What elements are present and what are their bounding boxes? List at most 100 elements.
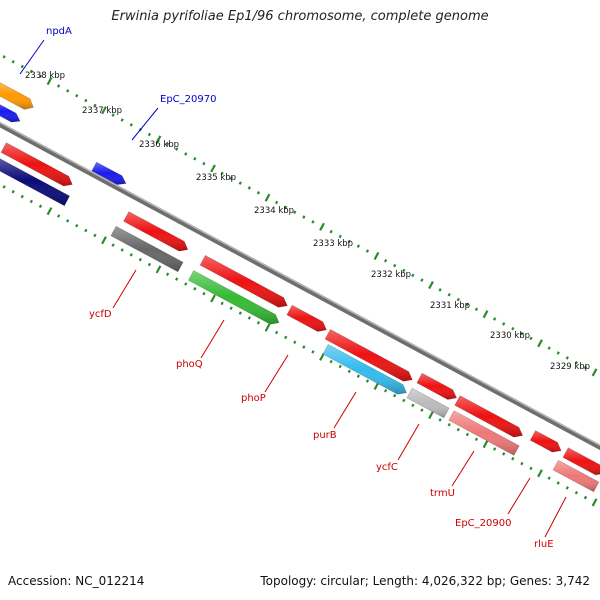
outer-track-minor-tick xyxy=(147,132,152,137)
inner-track-minor-tick xyxy=(56,214,61,218)
inner-track-minor-tick xyxy=(38,204,43,209)
inner-track-minor-tick xyxy=(420,408,424,412)
inner-track-major-tick xyxy=(428,410,434,420)
gene-leader-line xyxy=(397,423,420,461)
outer-track-minor-tick xyxy=(120,118,124,122)
outer-track-minor-tick xyxy=(302,215,306,219)
inner-track-minor-tick xyxy=(20,194,24,199)
gene-label-EpC_20970: EpC_20970 xyxy=(160,94,216,105)
outer-track-major-tick xyxy=(264,193,271,202)
tick-label: 2330 kbp xyxy=(490,331,530,341)
inner-track-minor-tick xyxy=(402,398,406,403)
red-gene-phoQ-adj-shade xyxy=(200,255,288,308)
red-gene-EpC_20900-adj-shade xyxy=(530,430,562,453)
tick-label: 2331 kbp xyxy=(430,301,470,311)
outer-track-minor-tick xyxy=(229,176,233,180)
gene-label-group: npdA EpC_20970 ycfD phoQ phoP purB ycfC trmU EpC… xyxy=(19,26,567,550)
outer-track-minor-tick xyxy=(75,93,79,98)
gene-label-purB: purB xyxy=(313,430,337,441)
inner-track-minor-tick xyxy=(347,369,351,374)
outer-track-minor-tick xyxy=(247,186,251,190)
outer-track-minor-tick xyxy=(511,326,515,331)
red-gene-1-shade xyxy=(1,142,73,186)
outer-track-major-tick xyxy=(210,164,216,173)
inner-track-minor-tick xyxy=(583,495,588,500)
outer-track-minor-tick xyxy=(56,84,61,88)
outer-track-minor-tick xyxy=(84,98,88,103)
outer-track-minor-tick xyxy=(274,200,279,205)
inner-track-minor-tick xyxy=(284,335,288,340)
inner-track-minor-tick xyxy=(175,277,179,281)
inner-track-minor-tick xyxy=(184,282,188,286)
outer-track-minor-tick xyxy=(583,365,588,370)
pink-gene-rluE-shade xyxy=(553,460,599,492)
gene-label-rluE: rluE xyxy=(534,539,554,550)
gene-leader-line xyxy=(451,450,475,487)
gene-leader-line xyxy=(333,391,357,429)
inner-track-minor-tick xyxy=(229,306,233,310)
outer-track-major-tick xyxy=(46,77,53,86)
inner-track-minor-tick xyxy=(238,311,242,315)
inner-track-minor-tick xyxy=(565,486,569,490)
inner-track-minor-tick xyxy=(247,316,251,320)
outer-track-minor-tick xyxy=(29,69,33,74)
grey-gene-ycfD-shade xyxy=(110,226,184,272)
inner-track-minor-tick xyxy=(393,393,397,398)
inner-track-major-tick xyxy=(591,498,598,507)
inner-track-minor-tick xyxy=(165,272,170,276)
inner-track-minor-tick xyxy=(120,248,124,252)
outer-track-minor-tick xyxy=(38,74,43,79)
orange-gene-npdA-shade xyxy=(0,82,34,110)
inner-track-minor-tick xyxy=(111,243,115,247)
gene-label-npdA: npdA xyxy=(46,26,72,37)
gene-label-EpC_20900: EpC_20900 xyxy=(455,518,511,529)
outer-track-major-tick xyxy=(537,339,543,348)
inner-track-major-tick xyxy=(264,323,271,332)
inner-track-minor-tick xyxy=(511,456,515,461)
inner-track-minor-tick xyxy=(256,321,261,325)
inner-track-minor-tick xyxy=(311,350,315,354)
inner-track-minor-tick xyxy=(411,403,415,408)
inner-track-major-tick xyxy=(46,207,53,216)
gene-leader-line xyxy=(264,354,289,393)
blue-gene-EpC_20970-shade xyxy=(91,162,126,185)
outer-track-minor-tick xyxy=(311,220,315,224)
inner-track-minor-tick xyxy=(329,359,333,364)
outer-track-major-tick xyxy=(428,280,434,290)
outer-track-minor-tick xyxy=(111,113,115,117)
outer-track-minor-tick xyxy=(574,360,579,365)
outer-track-minor-tick xyxy=(238,181,242,185)
inner-track-minor-tick xyxy=(502,452,506,456)
outer-track-minor-tick xyxy=(93,103,97,108)
inner-tick-track xyxy=(2,185,598,507)
outer-tick-track xyxy=(2,55,598,377)
outer-track-minor-tick xyxy=(520,331,524,336)
gene-leader-line xyxy=(200,319,225,359)
outer-track-minor-tick xyxy=(129,123,133,127)
inner-track-minor-tick xyxy=(338,364,342,369)
genome-backbone xyxy=(0,121,600,451)
inner-track-minor-tick xyxy=(383,389,388,393)
outer-track-major-tick xyxy=(101,106,107,115)
outer-track-minor-tick xyxy=(465,302,470,307)
inner-track-minor-tick xyxy=(220,301,224,306)
outer-track-minor-tick xyxy=(393,263,397,268)
inner-track-minor-tick xyxy=(365,379,370,383)
red-gene-rluE-adj-shade xyxy=(563,447,600,475)
gene-label-trmU: trmU xyxy=(430,488,455,499)
inner-track-minor-tick xyxy=(529,466,533,471)
outer-track-minor-tick xyxy=(66,89,70,93)
inner-track-minor-tick xyxy=(293,340,297,344)
outer-track-minor-tick xyxy=(20,64,24,69)
outer-track-minor-tick xyxy=(383,259,388,263)
navy-gene-shade xyxy=(0,158,70,206)
gene-leader-line xyxy=(544,496,567,538)
outer-track-minor-tick xyxy=(2,55,6,59)
red-gene-trmU-adj-shade xyxy=(454,395,523,438)
inner-track-minor-tick xyxy=(356,374,360,378)
outer-track-minor-tick xyxy=(547,346,551,350)
accession-text: Accession: NC_012214 xyxy=(8,574,145,588)
inner-track-minor-tick xyxy=(447,422,451,427)
